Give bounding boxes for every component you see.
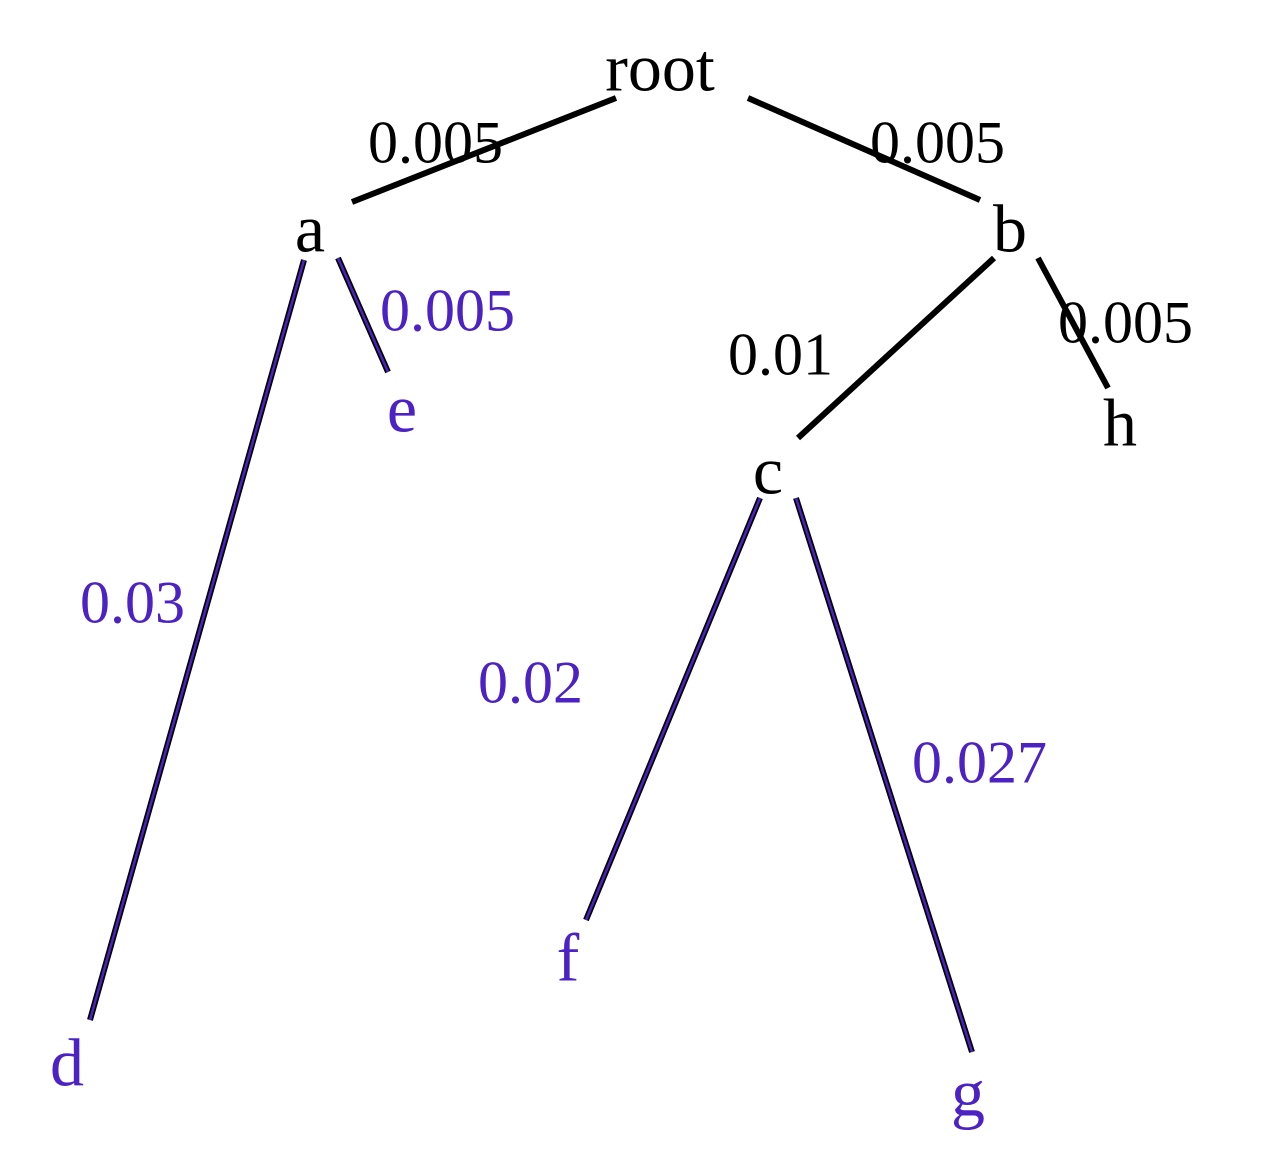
edge-label-root-a: 0.005 <box>368 109 503 175</box>
node-root: root <box>605 30 715 106</box>
node-h: h <box>1103 385 1137 461</box>
edge-label-c-g: 0.027 <box>912 729 1047 795</box>
edge-label-b-h: 0.005 <box>1058 289 1193 355</box>
node-c: c <box>753 433 783 509</box>
node-e: e <box>387 371 417 447</box>
edge-label-a-d: 0.03 <box>80 569 185 635</box>
node-d: d <box>50 1025 84 1101</box>
tree-diagram: 0.005 0.005 0.03 0.005 0.01 0.005 0.02 0.027 roo… <box>0 0 1287 1173</box>
edge-label-a-e: 0.005 <box>380 277 515 343</box>
edge-label-root-b: 0.005 <box>870 109 1005 175</box>
node-g: g <box>951 1055 985 1131</box>
diagram-background <box>0 0 1287 1173</box>
node-b: b <box>993 191 1027 267</box>
edge-label-c-f: 0.02 <box>478 649 583 715</box>
node-f: f <box>557 920 580 996</box>
edge-label-b-c: 0.01 <box>728 321 833 387</box>
node-a: a <box>295 191 325 267</box>
